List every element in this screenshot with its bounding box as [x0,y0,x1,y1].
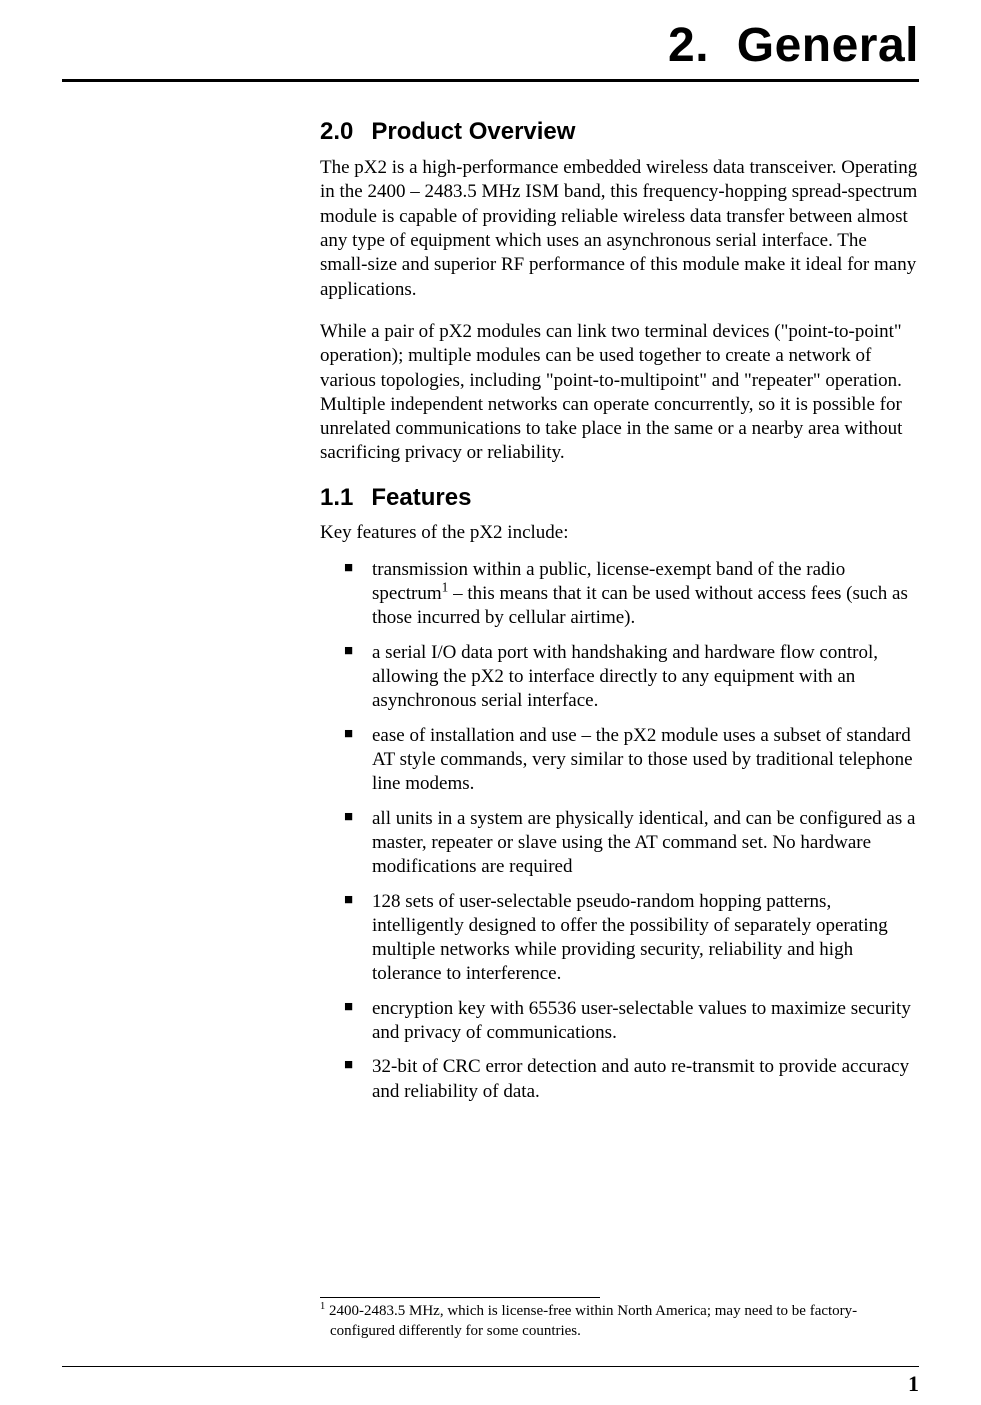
document-page: 2. General 2.0 Product Overview The pX2 i… [0,0,981,1405]
section-heading-overview: 2.0 Product Overview [320,118,919,146]
list-item: a serial I/O data port with handshaking … [344,641,919,714]
footnote-text: 1 2400-2483.5 MHz, which is license-free… [320,1302,919,1341]
header-rule [62,79,919,82]
section-heading-features: 1.1 Features [320,484,919,512]
section-number: 2.0 [320,118,353,146]
page-number: 1 [908,1371,919,1397]
list-item-text: encryption key with 65536 user-selectabl… [372,998,911,1043]
list-item-text: all units in a system are physically ide… [372,808,915,878]
footer-rule [62,1366,919,1367]
overview-paragraph-1: The pX2 is a high-performance embedded w… [320,156,919,302]
list-item-text: 32-bit of CRC error detection and auto r… [372,1056,909,1101]
list-item: all units in a system are physically ide… [344,807,919,880]
list-item-text-post: – this means that it can be used without… [372,583,908,628]
list-item: transmission within a public, license-ex… [344,558,919,631]
features-intro: Key features of the pX2 include: [320,522,919,544]
content-column: 2.0 Product Overview The pX2 is a high-pe… [320,118,919,1104]
chapter-name: General [737,19,919,72]
footnote-block: 1 2400-2483.5 MHz, which is license-free… [320,1297,919,1341]
chapter-title: 2. General [0,0,981,79]
footnote-body: 2400-2483.5 MHz, which is license-free w… [325,1303,857,1339]
section-number: 1.1 [320,484,353,512]
list-item-text: ease of installation and use – the pX2 m… [372,725,913,795]
footnote-rule [320,1297,600,1298]
list-item: 32-bit of CRC error detection and auto r… [344,1055,919,1104]
section-title: Features [371,484,471,511]
list-item: 128 sets of user-selectable pseudo-rando… [344,890,919,987]
list-item-text: a serial I/O data port with handshaking … [372,642,878,712]
section-title: Product Overview [371,118,575,145]
list-item-text: 128 sets of user-selectable pseudo-rando… [372,891,888,985]
list-item: ease of installation and use – the pX2 m… [344,724,919,797]
list-item: encryption key with 65536 user-selectabl… [344,997,919,1046]
chapter-number: 2. [668,19,709,72]
features-list: transmission within a public, license-ex… [344,558,919,1104]
overview-paragraph-2: While a pair of pX2 modules can link two… [320,320,919,466]
